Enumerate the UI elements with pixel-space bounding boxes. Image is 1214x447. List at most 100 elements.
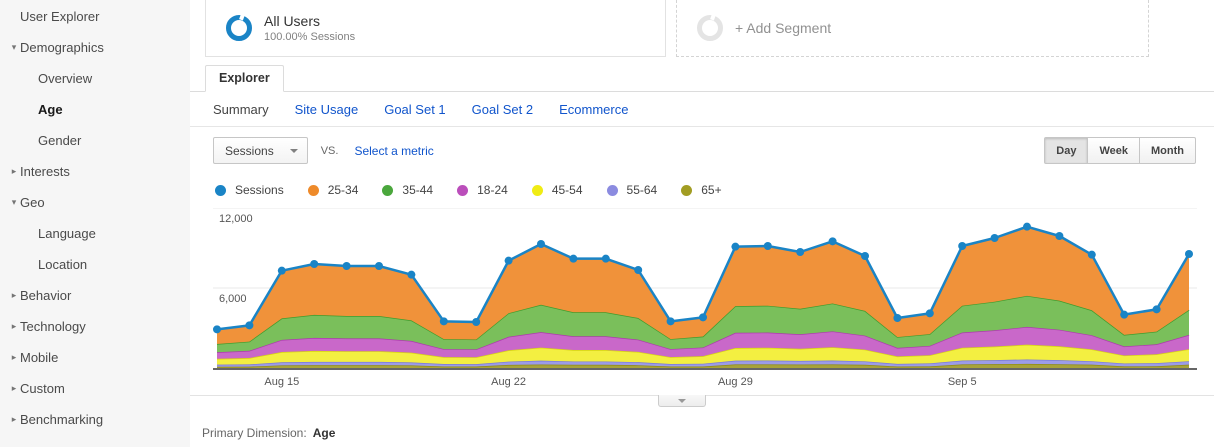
segments-bar: All Users 100.00% Sessions + Add Segment xyxy=(190,0,1214,58)
legend-label: 55-64 xyxy=(626,183,658,197)
all-users-segment-icon xyxy=(226,13,252,41)
sessions-data-point[interactable] xyxy=(958,242,967,250)
area-25-34 xyxy=(217,226,1189,344)
add-segment-button[interactable]: + Add Segment xyxy=(676,0,1149,57)
sessions-data-point[interactable] xyxy=(277,266,286,275)
legend-item-55-64[interactable]: 55-64 xyxy=(606,183,658,197)
sidebar-item-age[interactable]: Age xyxy=(0,94,190,125)
legend-item-35-44[interactable]: 35-44 xyxy=(382,183,433,197)
granularity-week-button[interactable]: Week xyxy=(1087,137,1141,164)
sessions-data-point[interactable] xyxy=(1185,250,1193,258)
sessions-data-point[interactable] xyxy=(1152,305,1161,314)
legend-dot-icon xyxy=(215,184,226,196)
sessions-data-point[interactable] xyxy=(245,321,254,330)
legend-item-sessions[interactable]: Sessions xyxy=(215,183,284,197)
sessions-data-point[interactable] xyxy=(375,262,383,270)
sidebar-item-mobile[interactable]: ▸ Mobile xyxy=(0,342,190,373)
sidebar-item-user-explorer[interactable]: User Explorer xyxy=(0,1,190,32)
area-55-64 xyxy=(217,359,1189,367)
add-segment-icon xyxy=(697,13,723,41)
x-axis-tick-label: Aug 29 xyxy=(718,376,753,388)
sidebar-item-technology[interactable]: ▸ Technology xyxy=(0,311,190,342)
sessions-data-point[interactable] xyxy=(213,325,221,334)
sessions-data-point[interactable] xyxy=(763,242,772,250)
legend-dot-icon xyxy=(606,184,618,196)
sidebar-item-interests[interactable]: ▸ Interests xyxy=(0,156,190,187)
tab-explorer[interactable]: Explorer xyxy=(205,65,284,92)
sidebar-item-label: Technology xyxy=(20,319,86,334)
primary-dimension-row: Primary Dimension: Age xyxy=(190,426,1214,440)
sessions-data-point[interactable] xyxy=(1120,310,1129,319)
subnav-summary[interactable]: Summary xyxy=(213,101,269,117)
sessions-by-age-area-chart[interactable]: 12,000 6,000 Aug 15 Aug 22 Aug 29 Sep 5 xyxy=(213,208,1197,390)
legend-label: Sessions xyxy=(235,183,284,197)
chevron-right-icon: ▸ xyxy=(11,383,17,393)
sessions-data-point[interactable] xyxy=(439,317,448,326)
sessions-data-point[interactable] xyxy=(925,309,934,318)
sessions-data-point[interactable] xyxy=(731,242,740,251)
chart-toolbar: Sessions VS. Select a metric Day Week Mont… xyxy=(190,127,1214,174)
report-nav-sidebar: User Explorer ▾ Demographics Overview Age Gen… xyxy=(0,0,190,447)
subnav-ecommerce[interactable]: Ecommerce xyxy=(559,101,629,117)
select-metric-link[interactable]: Select a metric xyxy=(354,143,434,158)
sessions-data-point[interactable] xyxy=(504,256,513,265)
sessions-data-point[interactable] xyxy=(537,240,545,248)
sessions-data-point[interactable] xyxy=(699,313,707,322)
legend-label: 25-34 xyxy=(327,183,359,197)
sidebar-item-label: Demographics xyxy=(20,40,104,55)
sidebar-item-label: Age xyxy=(38,102,63,117)
sidebar-item-label: Interests xyxy=(20,164,70,179)
sidebar-item-location[interactable]: Location xyxy=(0,249,190,280)
sessions-data-point[interactable] xyxy=(569,254,578,263)
sessions-data-point[interactable] xyxy=(666,317,675,326)
add-segment-label: + Add Segment xyxy=(735,20,832,36)
area-35-44 xyxy=(217,295,1189,353)
sidebar-item-label: Location xyxy=(38,257,88,272)
sessions-data-point[interactable] xyxy=(1023,222,1031,231)
legend-item-65+[interactable]: 65+ xyxy=(681,183,722,197)
legend-dot-icon xyxy=(681,184,693,196)
legend-dot-icon xyxy=(382,184,394,196)
sessions-data-point[interactable] xyxy=(310,260,319,268)
sessions-data-point[interactable] xyxy=(893,314,902,322)
legend-item-25-34[interactable]: 25-34 xyxy=(307,183,359,197)
subnav-goal-set-1[interactable]: Goal Set 1 xyxy=(384,101,446,117)
legend-dot-icon xyxy=(531,184,543,196)
sidebar-item-geo[interactable]: ▾ Geo xyxy=(0,187,190,218)
sessions-data-point[interactable] xyxy=(472,318,481,326)
sidebar-item-demographics[interactable]: ▾ Demographics xyxy=(0,32,190,63)
legend-item-18-24[interactable]: 18-24 xyxy=(457,183,508,197)
sessions-data-point[interactable] xyxy=(796,248,805,256)
sidebar-item-custom[interactable]: ▸ Custom xyxy=(0,373,190,404)
granularity-month-button[interactable]: Month xyxy=(1139,137,1196,164)
segment-all-users[interactable]: All Users 100.00% Sessions xyxy=(205,0,666,57)
sessions-data-point[interactable] xyxy=(342,262,351,270)
metric-dropdown[interactable]: Sessions xyxy=(213,137,308,164)
sessions-data-point[interactable] xyxy=(1087,250,1096,259)
sidebar-item-gender[interactable]: Gender xyxy=(0,125,190,156)
sessions-data-point[interactable] xyxy=(634,266,643,274)
sessions-data-point[interactable] xyxy=(407,270,416,279)
sessions-data-point[interactable] xyxy=(990,234,999,242)
sidebar-item-overview[interactable]: Overview xyxy=(0,63,190,94)
metric-dropdown-value: Sessions xyxy=(225,143,274,158)
sidebar-item-benchmarking[interactable]: ▸ Benchmarking xyxy=(0,404,190,435)
area-18-24 xyxy=(217,326,1189,359)
sidebar-item-language[interactable]: Language xyxy=(0,218,190,249)
sessions-data-point[interactable] xyxy=(1055,232,1064,240)
sessions-data-point[interactable] xyxy=(861,252,869,260)
sessions-chart: 12,000 6,000 Aug 15 Aug 22 Aug 29 Sep 5 xyxy=(190,208,1214,407)
sidebar-item-behavior[interactable]: ▸ Behavior xyxy=(0,280,190,311)
primary-dimension-label: Primary Dimension: xyxy=(202,426,307,440)
legend-item-45-54[interactable]: 45-54 xyxy=(531,183,583,197)
primary-dimension-value[interactable]: Age xyxy=(312,426,336,440)
subnav-goal-set-2[interactable]: Goal Set 2 xyxy=(471,101,534,117)
legend-dot-icon xyxy=(457,184,469,196)
sessions-data-point[interactable] xyxy=(828,237,837,246)
granularity-day-button[interactable]: Day xyxy=(1044,137,1089,164)
sidebar-item-label: Benchmarking xyxy=(20,412,104,427)
chart-collapse-button[interactable] xyxy=(658,395,706,407)
subnav-site-usage[interactable]: Site Usage xyxy=(294,101,359,117)
sessions-data-point[interactable] xyxy=(601,254,610,263)
legend-label: 65+ xyxy=(701,183,722,197)
